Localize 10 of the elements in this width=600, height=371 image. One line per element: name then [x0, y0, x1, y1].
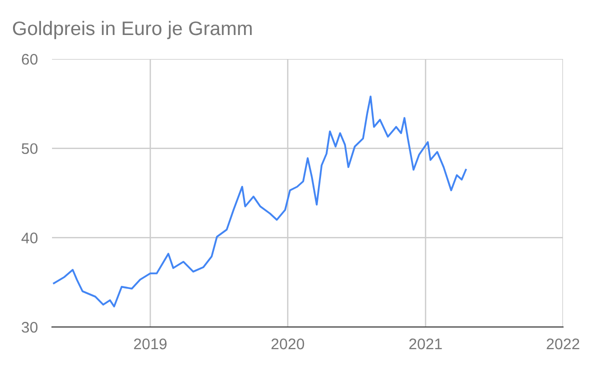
y-tick-label: 50	[22, 143, 38, 154]
y-tick-label: 60	[22, 54, 38, 65]
x-tick-label: 2020	[272, 338, 304, 350]
line-series	[52, 96, 467, 308]
y-tick-label: 30	[22, 322, 38, 333]
y-tick-label: 40	[21, 232, 38, 244]
x-tick-label: 2022	[546, 338, 580, 350]
x-tick-label: 2021	[409, 338, 442, 350]
x-tick-label: 2019	[134, 338, 167, 350]
chart-title: Goldpreis in Euro je Gramm	[12, 20, 252, 40]
